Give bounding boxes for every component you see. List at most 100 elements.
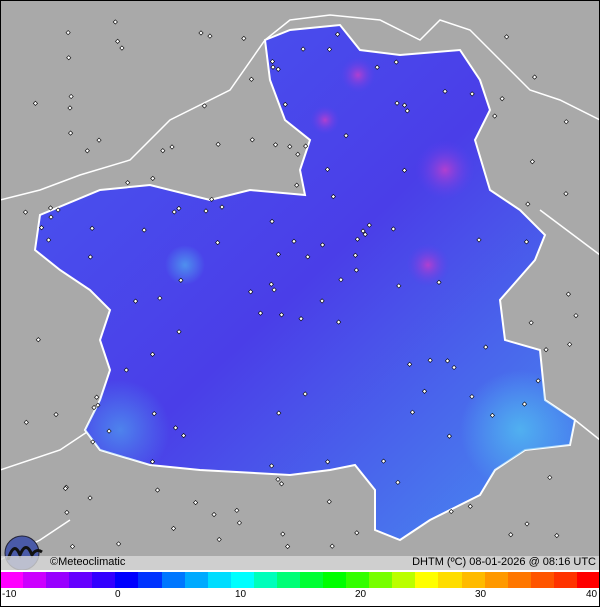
station-marker xyxy=(451,364,457,371)
station-marker xyxy=(106,428,112,434)
station-marker xyxy=(62,485,69,492)
scale-swatch xyxy=(484,572,508,588)
station-marker xyxy=(444,358,451,364)
station-marker xyxy=(362,231,368,237)
station-marker xyxy=(563,191,569,197)
station-marker xyxy=(360,228,366,234)
scale-swatch xyxy=(92,572,116,588)
station-marker xyxy=(529,159,535,165)
station-marker xyxy=(436,279,442,285)
station-marker xyxy=(115,38,121,44)
station-marker xyxy=(95,402,101,408)
station-marker xyxy=(279,312,285,318)
station-marker xyxy=(302,391,308,397)
station-marker xyxy=(294,182,300,188)
station-marker xyxy=(68,93,74,100)
station-marker xyxy=(521,401,528,407)
station-marker xyxy=(141,227,147,233)
station-marker xyxy=(442,88,448,94)
station-marker xyxy=(504,34,510,40)
scale-tick-label: -10 xyxy=(2,589,17,600)
station-marker xyxy=(390,226,396,232)
scale-tick-label: 20 xyxy=(355,589,367,600)
scale-swatch xyxy=(369,572,393,588)
station-marker xyxy=(326,499,332,505)
station-marker xyxy=(248,289,254,295)
scale-swatch xyxy=(161,572,185,588)
station-marker xyxy=(353,267,359,273)
station-marker xyxy=(236,520,242,526)
station-marker xyxy=(89,225,95,231)
station-marker xyxy=(216,536,222,543)
station-marker xyxy=(565,291,571,297)
station-marker xyxy=(123,367,129,373)
station-marker xyxy=(492,113,498,119)
station-marker xyxy=(393,59,399,65)
scale-swatch xyxy=(184,572,208,588)
hotspot xyxy=(340,57,376,93)
variable-timestamp: DHTM (ºC) 08-01-2026 @ 08:16 UTC xyxy=(412,556,596,568)
station-marker xyxy=(535,378,541,384)
station-marker xyxy=(178,277,184,283)
station-marker xyxy=(476,237,482,243)
scale-swatch xyxy=(253,572,277,588)
scale-swatch xyxy=(576,572,600,588)
station-marker xyxy=(269,58,275,65)
station-marker xyxy=(84,148,90,154)
station-marker xyxy=(563,119,569,125)
station-marker xyxy=(169,144,175,150)
station-marker xyxy=(64,509,70,515)
scale-swatch xyxy=(138,572,162,588)
station-marker xyxy=(53,411,59,418)
station-marker xyxy=(543,347,549,353)
station-marker xyxy=(257,310,264,316)
station-marker xyxy=(427,357,433,363)
station-marker xyxy=(219,204,225,210)
scale-swatch xyxy=(553,572,577,588)
station-marker xyxy=(170,525,177,531)
scale-swatch xyxy=(0,572,24,588)
station-marker xyxy=(23,419,29,425)
station-marker xyxy=(201,103,207,109)
station-marker xyxy=(133,298,139,304)
scale-tick-label: 10 xyxy=(235,589,247,600)
station-marker xyxy=(303,143,309,149)
station-marker xyxy=(448,508,454,515)
station-marker xyxy=(209,196,215,202)
station-marker xyxy=(401,167,408,173)
station-marker xyxy=(282,101,288,108)
station-marker xyxy=(198,30,204,36)
station-marker xyxy=(149,459,156,465)
station-marker xyxy=(181,433,187,439)
station-marker xyxy=(116,541,122,547)
scale-swatch xyxy=(23,572,47,588)
station-marker xyxy=(508,532,514,538)
station-marker xyxy=(354,530,360,536)
station-marker xyxy=(48,214,54,220)
station-marker xyxy=(215,141,221,147)
station-marker xyxy=(87,254,93,260)
station-marker xyxy=(68,130,74,136)
station-marker xyxy=(176,329,182,335)
station-marker xyxy=(157,295,163,301)
station-marker xyxy=(325,459,331,465)
station-marker xyxy=(69,543,76,550)
station-marker xyxy=(287,144,293,150)
station-marker xyxy=(338,277,344,283)
station-marker xyxy=(326,46,333,52)
station-marker xyxy=(160,148,166,154)
station-marker xyxy=(319,298,325,304)
station-marker xyxy=(300,46,306,52)
scale-swatch xyxy=(461,572,485,588)
scale-swatch xyxy=(346,572,370,588)
station-marker xyxy=(525,201,531,207)
station-marker xyxy=(90,439,96,445)
scale-swatch xyxy=(230,572,254,588)
station-marker xyxy=(275,66,281,72)
caption-strip xyxy=(0,556,600,570)
scale-swatch xyxy=(300,572,324,588)
station-marker xyxy=(150,175,156,181)
station-marker xyxy=(469,394,475,400)
station-marker xyxy=(489,412,495,418)
station-marker xyxy=(275,251,281,257)
